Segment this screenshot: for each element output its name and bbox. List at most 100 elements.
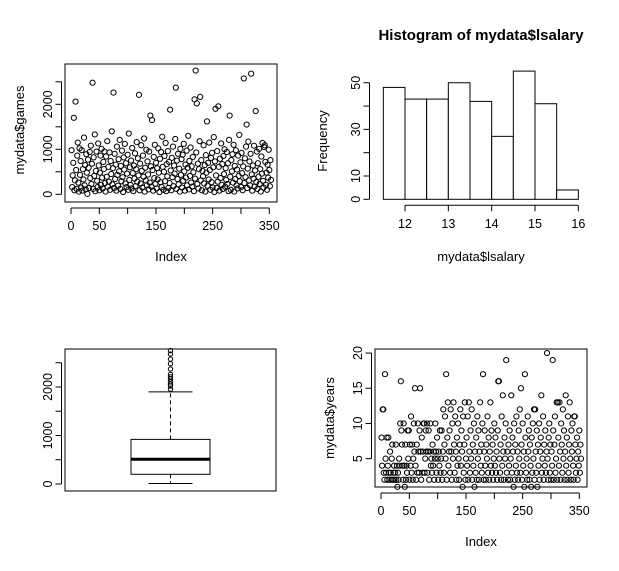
data-point	[471, 448, 479, 455]
data-point	[103, 173, 110, 180]
data-point	[523, 455, 530, 462]
data-point	[186, 157, 193, 165]
y-axis-tick-label: 50	[349, 76, 363, 90]
data-point	[450, 399, 457, 406]
data-point	[126, 176, 133, 183]
data-point	[215, 103, 222, 110]
data-point	[479, 371, 487, 378]
data-point	[563, 462, 570, 469]
hist-bar	[447, 82, 471, 200]
data-point	[120, 188, 127, 196]
data-point	[436, 462, 443, 469]
data-point	[550, 427, 557, 434]
data-point	[230, 141, 237, 148]
data-point	[564, 476, 571, 483]
y-axis-tick-label: 20	[351, 346, 365, 360]
outlier-point	[167, 386, 174, 392]
data-point	[558, 420, 565, 427]
data-point	[183, 147, 190, 154]
data-point	[554, 476, 561, 483]
outlier-point	[167, 374, 174, 380]
data-point	[547, 476, 555, 483]
data-point	[454, 420, 462, 427]
data-point	[507, 455, 514, 462]
data-point	[515, 427, 522, 434]
outlier-point	[167, 347, 174, 354]
data-point	[243, 121, 250, 128]
data-point	[501, 455, 509, 462]
data-point	[244, 165, 251, 172]
data-point	[119, 174, 126, 181]
data-point	[146, 148, 153, 155]
data-point	[402, 476, 410, 483]
data-point	[208, 149, 216, 156]
data-point	[444, 434, 451, 441]
data-point	[160, 168, 168, 175]
data-point	[524, 413, 531, 420]
data-point	[96, 187, 103, 194]
data-point	[502, 420, 509, 427]
data-point	[466, 448, 473, 455]
hist-bar	[404, 98, 428, 200]
data-point	[166, 179, 173, 187]
data-point	[224, 180, 231, 188]
data-point	[469, 476, 476, 483]
data-point	[446, 427, 453, 434]
data-point	[90, 154, 97, 161]
data-point	[198, 157, 205, 164]
hist-bar	[469, 100, 493, 200]
data-point	[133, 139, 140, 146]
outlier-point	[167, 361, 174, 367]
data-point	[227, 186, 234, 193]
data-point	[497, 441, 504, 448]
data-point	[478, 441, 485, 448]
data-point	[528, 434, 535, 441]
data-point	[155, 145, 162, 152]
data-point	[575, 448, 582, 455]
data-point	[477, 462, 484, 469]
data-point	[388, 455, 395, 462]
data-point	[498, 413, 505, 420]
data-point	[471, 483, 478, 490]
data-point	[127, 157, 135, 164]
data-point	[249, 162, 256, 169]
data-point	[218, 140, 225, 147]
data-point	[571, 413, 578, 420]
data-point	[435, 476, 442, 483]
data-point	[398, 427, 405, 434]
data-point	[74, 152, 81, 159]
panel-histogram-lsalary: Histogram of mydata$lsalary 12 13 14 15 16 myd…	[315, 27, 585, 264]
data-point	[487, 462, 495, 469]
data-point	[455, 455, 462, 462]
data-point	[557, 476, 564, 483]
data-point	[542, 469, 549, 476]
y-axis-title: Frequency	[315, 110, 330, 172]
data-point	[195, 185, 202, 192]
data-point	[512, 441, 519, 448]
data-point	[549, 462, 556, 469]
data-point	[560, 427, 568, 434]
data-point	[89, 79, 96, 86]
data-point	[73, 166, 80, 174]
data-point	[511, 420, 518, 427]
data-point	[410, 420, 417, 427]
data-point	[130, 188, 137, 195]
data-point	[109, 181, 116, 188]
data-point	[416, 385, 424, 392]
y-axis-tick-label: 0	[41, 480, 55, 487]
data-point	[91, 172, 98, 179]
data-point	[418, 476, 425, 483]
data-point	[508, 469, 515, 476]
data-point	[91, 131, 98, 138]
plot-box	[64, 63, 278, 203]
data-point	[81, 182, 88, 189]
data-point	[507, 476, 514, 483]
data-point	[175, 181, 182, 188]
data-point	[193, 100, 200, 107]
data-point	[122, 160, 130, 167]
data-point	[425, 427, 432, 434]
data-point	[456, 441, 463, 448]
data-point	[189, 153, 196, 161]
data-point	[556, 448, 564, 455]
data-point	[387, 469, 394, 476]
